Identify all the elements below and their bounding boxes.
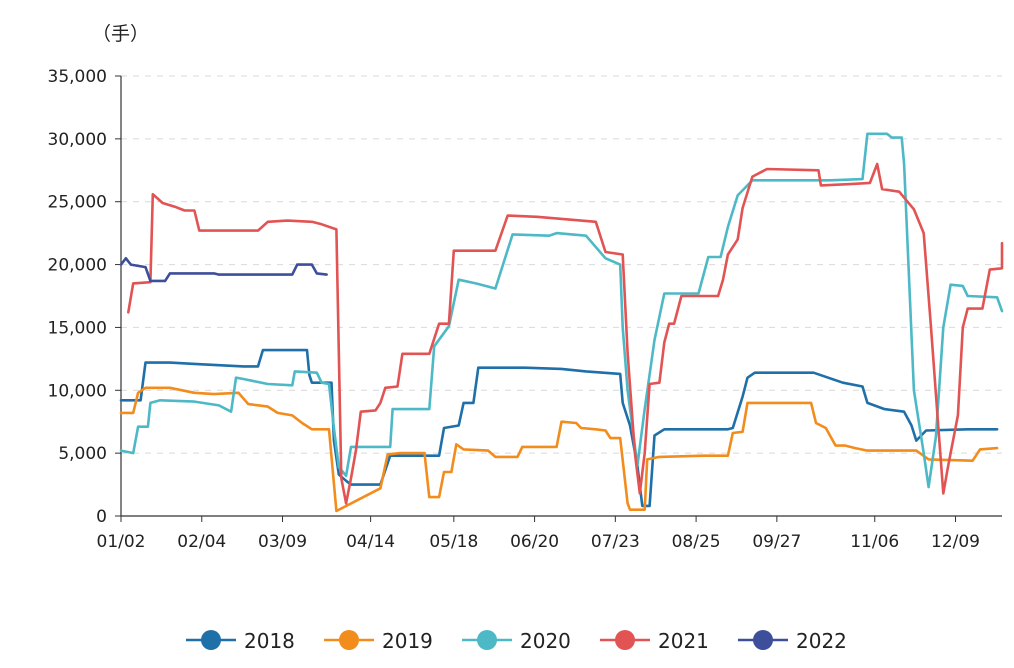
legend-label: 2019 bbox=[382, 629, 433, 653]
legend-label: 2018 bbox=[244, 629, 295, 653]
x-tick-label: 12/09 bbox=[931, 532, 980, 552]
y-tick-label: 15,000 bbox=[48, 318, 107, 338]
legend-marker bbox=[615, 630, 635, 650]
x-tick-label: 04/14 bbox=[346, 532, 395, 552]
x-tick-label: 03/09 bbox=[258, 532, 307, 552]
x-tick-label: 01/02 bbox=[97, 532, 146, 552]
series-line-2022 bbox=[119, 257, 328, 283]
legend-item-2022[interactable]: 2022 bbox=[738, 629, 847, 653]
legend-item-2020[interactable]: 2020 bbox=[462, 629, 571, 653]
x-tick-label: 06/20 bbox=[510, 532, 559, 552]
series-lines bbox=[119, 132, 1004, 513]
x-tick-label: 02/04 bbox=[177, 532, 226, 552]
legend-marker bbox=[201, 630, 221, 650]
y-tick-label: 20,000 bbox=[48, 256, 107, 276]
x-tick-label: 08/25 bbox=[672, 532, 721, 552]
series-line-2019 bbox=[119, 386, 999, 513]
y-axis-unit-label: （手） bbox=[92, 23, 149, 45]
x-tick-label: 11/06 bbox=[850, 532, 899, 552]
y-tick-label: 0 bbox=[96, 507, 107, 527]
legend-marker bbox=[477, 630, 497, 650]
legend-item-2019[interactable]: 2019 bbox=[324, 629, 433, 653]
y-tick-label: 25,000 bbox=[48, 193, 107, 213]
legend-marker bbox=[753, 630, 773, 650]
x-tick-label: 09/27 bbox=[752, 532, 801, 552]
y-tick-label: 35,000 bbox=[48, 67, 107, 87]
series-line-2018 bbox=[119, 348, 999, 508]
legend-label: 2022 bbox=[796, 629, 847, 653]
grid-lines bbox=[121, 75, 1002, 454]
legend[interactable]: 2018 2019 2020 2021 2022 bbox=[186, 629, 847, 653]
y-axis: 0 5,000 10,000 15,000 20,000 25,000 30,000 35,0… bbox=[48, 67, 122, 527]
y-tick-label: 30,000 bbox=[48, 130, 107, 150]
series-line-2021 bbox=[127, 162, 1004, 505]
y-tick-label: 10,000 bbox=[48, 381, 107, 401]
legend-label: 2020 bbox=[520, 629, 571, 653]
y-tick-label: 5,000 bbox=[58, 444, 107, 464]
legend-item-2021[interactable]: 2021 bbox=[600, 629, 709, 653]
series-line-2020 bbox=[119, 132, 1004, 489]
x-tick-label: 05/18 bbox=[429, 532, 478, 552]
legend-item-2018[interactable]: 2018 bbox=[186, 629, 295, 653]
legend-marker bbox=[339, 630, 359, 650]
x-tick-label: 07/23 bbox=[591, 532, 640, 552]
x-axis: 01/02 02/04 03/09 04/14 05/18 06/20 07/23 08/25… bbox=[97, 515, 1002, 552]
legend-label: 2021 bbox=[658, 629, 709, 653]
